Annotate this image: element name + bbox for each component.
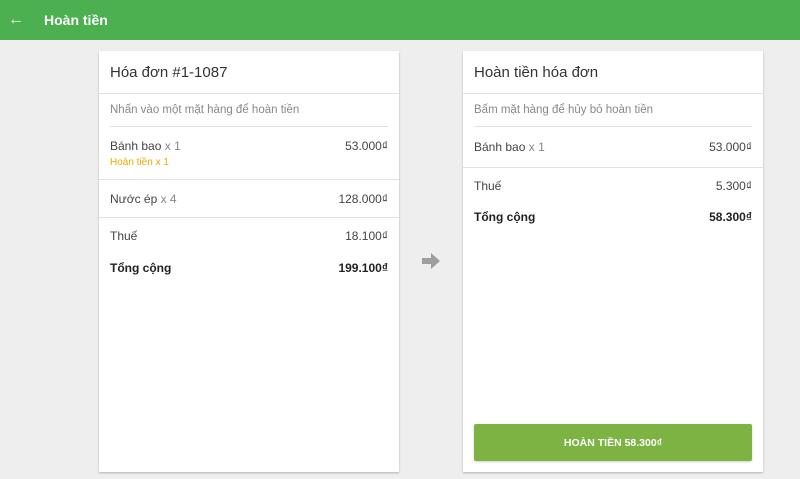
arrow-right-icon	[422, 253, 440, 269]
item-name: Nước ép	[110, 191, 158, 206]
total-value: 58.300₫	[709, 210, 752, 224]
invoice-item[interactable]: Nước ép x 4 128.000₫	[99, 180, 399, 218]
tax-label: Thuế	[110, 229, 138, 243]
total-value: 199.100₫	[338, 261, 388, 275]
refund-card: Hoàn tiền hóa đơn Bấm mặt hàng để hủy bỏ…	[463, 51, 763, 472]
item-price: 53.000₫	[709, 140, 752, 154]
total-row: Tổng cộng 58.300₫	[463, 210, 763, 224]
total-label: Tổng cộng	[474, 210, 536, 224]
invoice-title: Hóa đơn #1-1087	[99, 51, 399, 94]
item-price: 128.000₫	[338, 191, 388, 206]
item-qty: x 4	[160, 191, 177, 206]
total-label: Tổng cộng	[110, 261, 172, 275]
refund-item[interactable]: Bánh bao x 1 53.000₫	[463, 127, 763, 168]
total-row: Tổng cộng 199.100₫	[99, 261, 399, 275]
tax-value: 18.100₫	[345, 229, 388, 243]
invoice-card: Hóa đơn #1-1087 Nhấn vào một mặt hàng để…	[99, 51, 399, 472]
arrow-left-icon[interactable]: ←	[8, 11, 24, 28]
item-name: Bánh bao	[110, 139, 162, 153]
refund-button[interactable]: HOÀN TIỀN 58.300₫	[474, 424, 752, 461]
invoice-item[interactable]: Bánh bao x 1 Hoàn tiền x 1 53.000₫	[99, 127, 399, 180]
item-qty: x 1	[528, 140, 545, 154]
tax-label: Thuế	[474, 179, 502, 193]
tax-row: Thuế 18.100₫	[99, 229, 399, 243]
refund-title: Hoàn tiền hóa đơn	[463, 51, 763, 94]
item-price: 53.000₫	[345, 139, 388, 153]
refund-hint: Bấm mặt hàng để hủy bỏ hoàn tiền	[474, 94, 752, 127]
invoice-hint: Nhấn vào một mặt hàng để hoàn tiền	[110, 94, 388, 127]
tax-value: 5.300₫	[715, 179, 752, 193]
item-qty: x 1	[164, 139, 181, 153]
refund-qty: Hoàn tiền x 1	[110, 157, 169, 168]
tax-row: Thuế 5.300₫	[463, 179, 763, 193]
app-bar: ← Hoàn tiền	[0, 0, 800, 40]
page-title: Hoàn tiền	[44, 12, 108, 28]
item-name: Bánh bao	[474, 140, 526, 154]
